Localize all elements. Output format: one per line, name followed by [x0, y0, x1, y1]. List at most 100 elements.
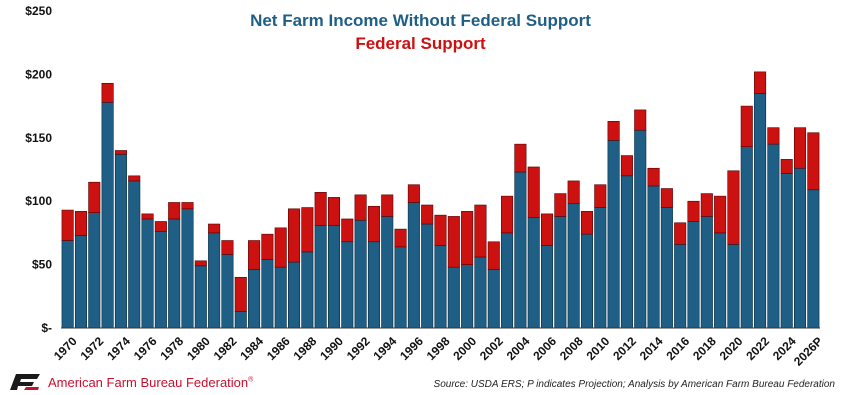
legend-series-2: Federal Support [355, 34, 486, 53]
bar-base-1972 [88, 212, 101, 329]
bar-base-1981 [208, 232, 221, 329]
bar-base-2024 [780, 173, 793, 329]
bar-support-2006 [541, 213, 554, 246]
x-tick-label: 1998 [424, 334, 453, 363]
bar-support-2026 [807, 132, 820, 191]
bar-support-1974 [114, 150, 127, 155]
bar-support-1996 [407, 184, 420, 203]
x-tick-label: 1992 [344, 334, 373, 363]
bar-support-1978 [168, 202, 181, 220]
x-tick-label: 1994 [371, 334, 400, 363]
bar-base-2005 [527, 217, 540, 329]
bar-support-1988 [301, 207, 314, 253]
bar-support-2001 [474, 204, 487, 258]
y-tick-label: $50 [32, 258, 52, 272]
bar-support-2007 [554, 193, 567, 217]
bar-base-2016 [674, 244, 687, 329]
bar-support-2010 [594, 184, 607, 208]
x-tick-label: 2026P [791, 334, 825, 368]
bar-support-1998 [434, 214, 447, 246]
bar-support-2018 [700, 193, 713, 217]
bar-support-1986 [274, 227, 287, 268]
bar-base-1994 [381, 216, 394, 329]
x-tick-label: 2016 [663, 334, 692, 363]
bar-base-1996 [407, 202, 420, 329]
bar-support-2000 [461, 211, 474, 265]
x-tick-label: 1988 [291, 334, 320, 363]
x-tick-label: 1978 [157, 334, 186, 363]
bar-base-2007 [554, 216, 567, 329]
bar-base-2004 [514, 171, 527, 329]
bar-support-2011 [607, 121, 620, 141]
bar-base-1991 [341, 241, 354, 329]
bar-base-2009 [580, 233, 593, 329]
bar-support-1985 [261, 233, 274, 260]
bar-base-2023 [767, 143, 780, 329]
bar-base-1989 [314, 224, 327, 329]
bar-base-1995 [394, 246, 407, 329]
bar-base-2022 [754, 93, 767, 329]
bar-base-2019 [714, 232, 727, 329]
bar-base-1980 [194, 265, 207, 329]
bar-base-1997 [421, 223, 434, 329]
bar-support-2016 [674, 222, 687, 245]
x-tick-label: 1996 [397, 334, 426, 363]
bar-base-2000 [461, 264, 474, 329]
x-tick-label: 2002 [477, 334, 506, 363]
x-tick-label: 2010 [584, 334, 613, 363]
x-tick-label: 1982 [211, 334, 240, 363]
bar-base-2011 [607, 140, 620, 329]
bar-support-2002 [487, 241, 500, 270]
bar-support-1980 [194, 260, 207, 267]
y-tick-label: $100 [25, 194, 52, 208]
bar-base-1976 [141, 218, 154, 329]
x-tick-label: 1972 [78, 334, 107, 363]
bar-support-1977 [154, 221, 167, 232]
bar-support-2003 [501, 195, 514, 234]
bar-support-2023 [767, 127, 780, 145]
bar-base-2017 [687, 221, 700, 329]
x-tick-label: 2004 [504, 334, 533, 363]
org-name: American Farm Bureau Federation® [48, 374, 254, 390]
x-tick-label: 2020 [717, 334, 746, 363]
bar-support-2022 [754, 71, 767, 94]
bar-base-1983 [234, 311, 247, 329]
bar-support-2017 [687, 200, 700, 222]
bar-support-2005 [527, 166, 540, 218]
bar-base-2008 [567, 203, 580, 329]
bar-support-1993 [367, 205, 380, 243]
bar-support-1987 [288, 208, 301, 263]
x-tick-label: 1980 [184, 334, 213, 363]
bar-support-2013 [634, 109, 647, 131]
bar-support-1981 [208, 223, 221, 234]
bar-support-1983 [234, 276, 247, 312]
bar-support-1997 [421, 204, 434, 225]
bar-base-2025 [794, 167, 807, 329]
bar-base-1992 [354, 219, 367, 329]
bar-base-1999 [447, 266, 460, 329]
footer-logo: American Farm Bureau Federation® [10, 374, 253, 390]
bar-base-1988 [301, 251, 314, 329]
bar-base-2003 [501, 232, 514, 329]
bar-support-1972 [88, 181, 101, 213]
x-tick-label: 2014 [637, 334, 666, 363]
bar-base-2020 [727, 244, 740, 329]
x-tick-label: 1976 [131, 334, 160, 363]
bar-support-1984 [248, 240, 261, 270]
source-note: Source: USDA ERS; P indicates Projection… [433, 379, 835, 390]
bar-support-1970 [61, 209, 74, 241]
x-tick-label: 1974 [104, 334, 133, 363]
afbf-logo-icon [10, 374, 40, 390]
x-tick-label: 2012 [610, 334, 639, 363]
bar-base-2015 [660, 207, 673, 329]
bar-support-1991 [341, 218, 354, 243]
x-tick-label: 1970 [51, 334, 80, 363]
bar-support-2024 [780, 159, 793, 174]
bar-support-1982 [221, 240, 234, 255]
bar-support-1973 [101, 82, 114, 103]
bar-base-1986 [274, 266, 287, 329]
bar-support-1979 [181, 202, 194, 210]
bar-base-1973 [101, 101, 114, 329]
bar-support-2021 [740, 105, 753, 147]
bar-base-2018 [700, 216, 713, 329]
